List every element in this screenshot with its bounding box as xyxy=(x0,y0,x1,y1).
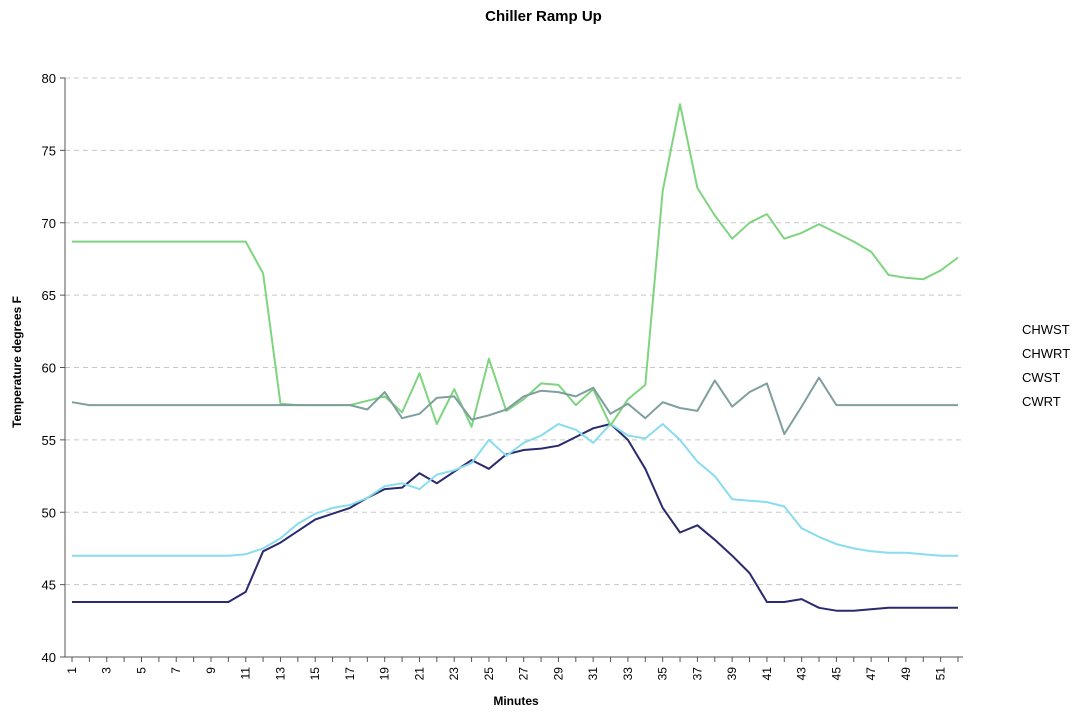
y-tick-label: 80 xyxy=(42,71,56,86)
y-axis-label: Temperature degrees F xyxy=(10,296,24,428)
x-tick-label: 47 xyxy=(864,667,878,681)
series-line-chwrt xyxy=(72,423,958,557)
x-tick-label: 41 xyxy=(760,667,774,681)
x-tick-label: 3 xyxy=(100,667,114,674)
y-tick-label: 55 xyxy=(42,433,56,448)
y-tick-label: 65 xyxy=(42,288,56,303)
legend-item-chwst: CHWST xyxy=(1022,322,1070,337)
x-tick-label: 43 xyxy=(795,667,809,681)
x-tick-label: 11 xyxy=(239,667,253,680)
x-tick-label: 25 xyxy=(482,667,496,681)
x-tick-labels: 1 3 5 7 9 11 13 15 17 19 21 23 25 27 29 31 33 35 37 39 41 43 4… xyxy=(65,667,948,681)
legend-item-chwrt: CHWRT xyxy=(1022,346,1071,361)
y-tick-label: 60 xyxy=(42,361,56,376)
x-tick-label: 17 xyxy=(343,667,357,681)
x-tick-label: 37 xyxy=(690,667,704,681)
axes xyxy=(60,77,963,662)
legend-item-cwst: CWST xyxy=(1022,370,1061,385)
x-tick-label: 29 xyxy=(551,667,565,681)
x-tick-label: 21 xyxy=(412,667,426,681)
chart-title: Chiller Ramp Up xyxy=(485,8,602,25)
x-tick-label: 31 xyxy=(586,667,600,681)
x-tick-label: 27 xyxy=(517,667,531,681)
x-tick-label: 45 xyxy=(829,667,843,681)
x-tick-label: 7 xyxy=(169,667,183,674)
legend-item-cwrt: CWRT xyxy=(1022,394,1061,409)
x-tick-label: 1 xyxy=(65,667,79,674)
series-line-cwst xyxy=(72,103,959,428)
legend: CHWST CHWRT CWST CWRT xyxy=(1022,318,1070,414)
x-tick-label: 39 xyxy=(725,667,739,681)
x-tick-label: 23 xyxy=(447,667,461,681)
x-tick-label: 5 xyxy=(134,667,148,674)
y-tick-label: 45 xyxy=(42,578,56,593)
y-tick-labels: 40 45 50 55 60 65 70 75 80 xyxy=(42,71,56,665)
y-tick-label: 40 xyxy=(42,650,56,665)
x-tick-label: 13 xyxy=(273,667,287,681)
x-tick-label: 9 xyxy=(204,667,218,674)
gridlines xyxy=(65,77,963,586)
series-lines xyxy=(71,103,959,612)
series-line-chwst xyxy=(72,423,958,612)
x-tick-label: 51 xyxy=(934,667,948,681)
x-axis-label: Minutes xyxy=(493,694,539,708)
x-tick-label: 49 xyxy=(899,667,913,681)
y-tick-label: 70 xyxy=(42,216,56,231)
x-tick-label: 33 xyxy=(621,667,635,681)
x-tick-label: 35 xyxy=(656,667,670,681)
x-tick-label: 19 xyxy=(378,667,392,681)
y-tick-label: 75 xyxy=(42,143,56,158)
x-tick-label: 15 xyxy=(308,667,322,681)
y-tick-label: 50 xyxy=(42,505,56,520)
series-line-cwrt xyxy=(71,376,958,436)
